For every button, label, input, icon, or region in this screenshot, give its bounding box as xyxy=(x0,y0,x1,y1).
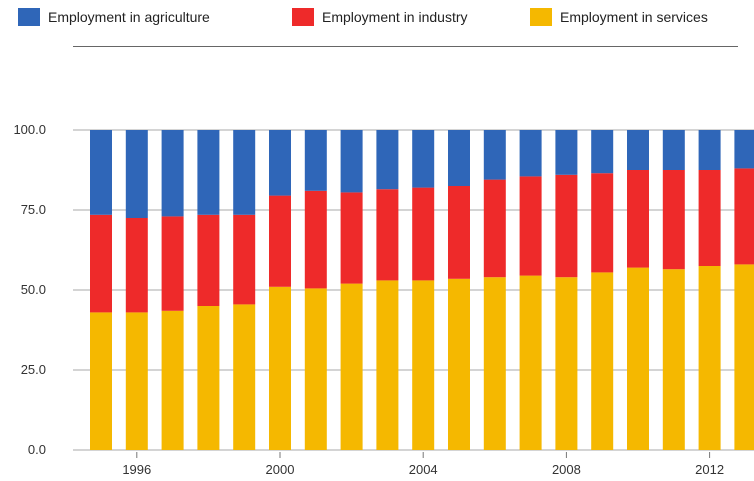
bar-employment-in-industry-1995 xyxy=(90,214,112,313)
bar-employment-in-agriculture-1999 xyxy=(233,130,256,215)
bar-employment-in-services-2002 xyxy=(340,283,363,450)
bar-employment-in-industry-2004 xyxy=(412,187,435,281)
bar-employment-in-services-2012 xyxy=(698,266,721,450)
legend-label-agriculture: Employment in agriculture xyxy=(48,9,210,25)
legend-label-industry: Employment in industry xyxy=(322,9,468,25)
y-tick-label: 25.0 xyxy=(21,362,46,377)
legend-swatch-agriculture xyxy=(18,8,40,26)
legend: Employment in agriculture Employment in … xyxy=(0,0,754,36)
x-tick-label: 1996 xyxy=(122,462,151,477)
bar-employment-in-industry-1998 xyxy=(197,214,220,306)
bar-employment-in-industry-2000 xyxy=(269,195,291,287)
bar-employment-in-industry-2013 xyxy=(734,168,754,265)
bar-employment-in-industry-2006 xyxy=(483,179,506,278)
bar-employment-in-agriculture-2008 xyxy=(555,130,578,175)
bar-employment-in-services-2000 xyxy=(269,286,291,450)
bar-employment-in-industry-1996 xyxy=(125,218,148,313)
bar-employment-in-services-2007 xyxy=(519,275,542,450)
bar-employment-in-agriculture-2004 xyxy=(412,130,435,188)
legend-item-industry[interactable]: Employment in industry xyxy=(292,7,468,27)
bar-employment-in-agriculture-2000 xyxy=(269,130,291,196)
bar-employment-in-agriculture-2002 xyxy=(340,130,363,193)
bar-employment-in-services-1998 xyxy=(197,306,220,450)
x-tick-label: 2004 xyxy=(409,462,438,477)
bar-employment-in-industry-2012 xyxy=(698,170,721,266)
x-tick-label: 2012 xyxy=(695,462,724,477)
x-tick-label: 2000 xyxy=(266,462,295,477)
bar-employment-in-industry-1999 xyxy=(233,214,256,305)
x-tick-label: 2008 xyxy=(552,462,581,477)
top-divider xyxy=(73,46,738,47)
bar-employment-in-agriculture-1998 xyxy=(197,130,220,215)
y-tick-label: 100.0 xyxy=(13,122,46,137)
bar-employment-in-services-2008 xyxy=(555,277,578,450)
bar-employment-in-agriculture-1996 xyxy=(125,130,148,218)
bar-employment-in-agriculture-2013 xyxy=(734,130,754,169)
y-tick-label: 50.0 xyxy=(21,282,46,297)
bar-employment-in-industry-2008 xyxy=(555,174,578,278)
y-tick-label: 75.0 xyxy=(21,202,46,217)
bar-employment-in-agriculture-2007 xyxy=(519,130,542,177)
bar-employment-in-services-1996 xyxy=(125,312,148,450)
y-tick-label: 0.0 xyxy=(28,442,46,457)
bar-employment-in-agriculture-2005 xyxy=(448,130,470,186)
bar-employment-in-services-1997 xyxy=(161,310,184,450)
bar-employment-in-agriculture-2001 xyxy=(304,130,327,191)
bar-employment-in-industry-2002 xyxy=(340,192,363,284)
legend-swatch-industry xyxy=(292,8,314,26)
bar-employment-in-services-2003 xyxy=(376,280,399,450)
legend-item-agriculture[interactable]: Employment in agriculture xyxy=(18,7,210,27)
bar-employment-in-services-1995 xyxy=(90,312,112,450)
bar-employment-in-industry-2001 xyxy=(304,190,327,289)
legend-label-services: Employment in services xyxy=(560,9,708,25)
bar-employment-in-industry-2005 xyxy=(448,186,470,279)
bar-employment-in-agriculture-2006 xyxy=(483,130,506,180)
bar-employment-in-industry-2003 xyxy=(376,189,399,281)
bar-employment-in-industry-2010 xyxy=(627,170,649,268)
bar-employment-in-agriculture-2003 xyxy=(376,130,399,190)
bar-employment-in-agriculture-2010 xyxy=(627,130,649,170)
bar-employment-in-agriculture-2011 xyxy=(662,130,685,170)
bar-employment-in-services-2004 xyxy=(412,280,435,450)
legend-item-services[interactable]: Employment in services xyxy=(530,7,708,27)
bar-employment-in-services-2005 xyxy=(448,278,470,450)
bar-employment-in-services-2001 xyxy=(304,288,327,450)
bar-employment-in-industry-2007 xyxy=(519,176,542,276)
bar-employment-in-services-2011 xyxy=(662,269,685,450)
bar-employment-in-services-1999 xyxy=(233,304,256,450)
bar-employment-in-agriculture-2012 xyxy=(698,130,721,170)
bar-employment-in-services-2006 xyxy=(483,277,506,450)
bar-employment-in-industry-2011 xyxy=(662,170,685,270)
bar-employment-in-services-2010 xyxy=(627,267,649,450)
bar-employment-in-agriculture-1995 xyxy=(90,130,112,215)
bar-employment-in-agriculture-1997 xyxy=(161,130,184,217)
bar-employment-in-industry-2009 xyxy=(591,173,614,273)
bar-employment-in-agriculture-2009 xyxy=(591,130,614,174)
bar-employment-in-industry-1997 xyxy=(161,216,184,311)
legend-swatch-services xyxy=(530,8,552,26)
bar-employment-in-services-2009 xyxy=(591,272,614,450)
bar-employment-in-services-2013 xyxy=(734,264,754,450)
